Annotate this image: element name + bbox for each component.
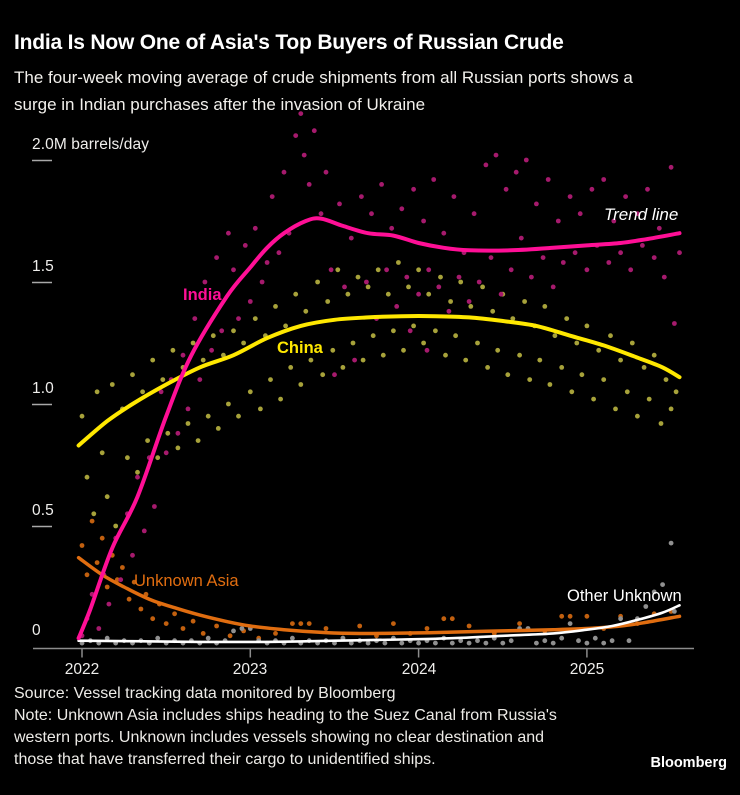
series-label-unknown-asia: Unknown Asia	[134, 572, 239, 590]
series-label-other-unknown: Other Unknown	[567, 587, 682, 605]
trend-other-unknown	[77, 604, 681, 644]
y-axis-label-0: 0	[32, 622, 41, 639]
dots-india	[79, 111, 682, 639]
page-subtitle: The four-week moving average of crude sh…	[14, 68, 633, 114]
series-label-india: India	[183, 286, 222, 304]
dots-china	[79, 260, 679, 529]
source-text: Source: Vessel tracking data monitored b…	[14, 685, 396, 702]
page-title: India Is Now One of Asia's Top Buyers of…	[14, 31, 564, 54]
series-label-china: China	[277, 339, 323, 357]
x-axis-label-2022: 2022	[64, 661, 100, 678]
trend-china	[76, 314, 682, 448]
x-axis-label-2023: 2023	[232, 661, 268, 678]
x-axis-label-2024: 2024	[401, 661, 437, 678]
y-axis-label-1-5: 1.5	[32, 258, 54, 275]
note-text: Note: Unknown Asia includes ships headin…	[14, 707, 557, 768]
y-axis-label-2-0: 2.0M barrels/day	[32, 136, 150, 153]
trend-unknown-asia	[76, 555, 682, 636]
y-axis-label-0-5: 0.5	[32, 502, 54, 519]
trend-line-annotation: Trend line	[604, 205, 679, 224]
y-axis-label-1-0: 1.0	[32, 380, 54, 397]
trend-india	[76, 216, 682, 641]
x-axis-label-2025: 2025	[569, 661, 605, 678]
bloomberg-logo: Bloomberg	[650, 755, 727, 771]
